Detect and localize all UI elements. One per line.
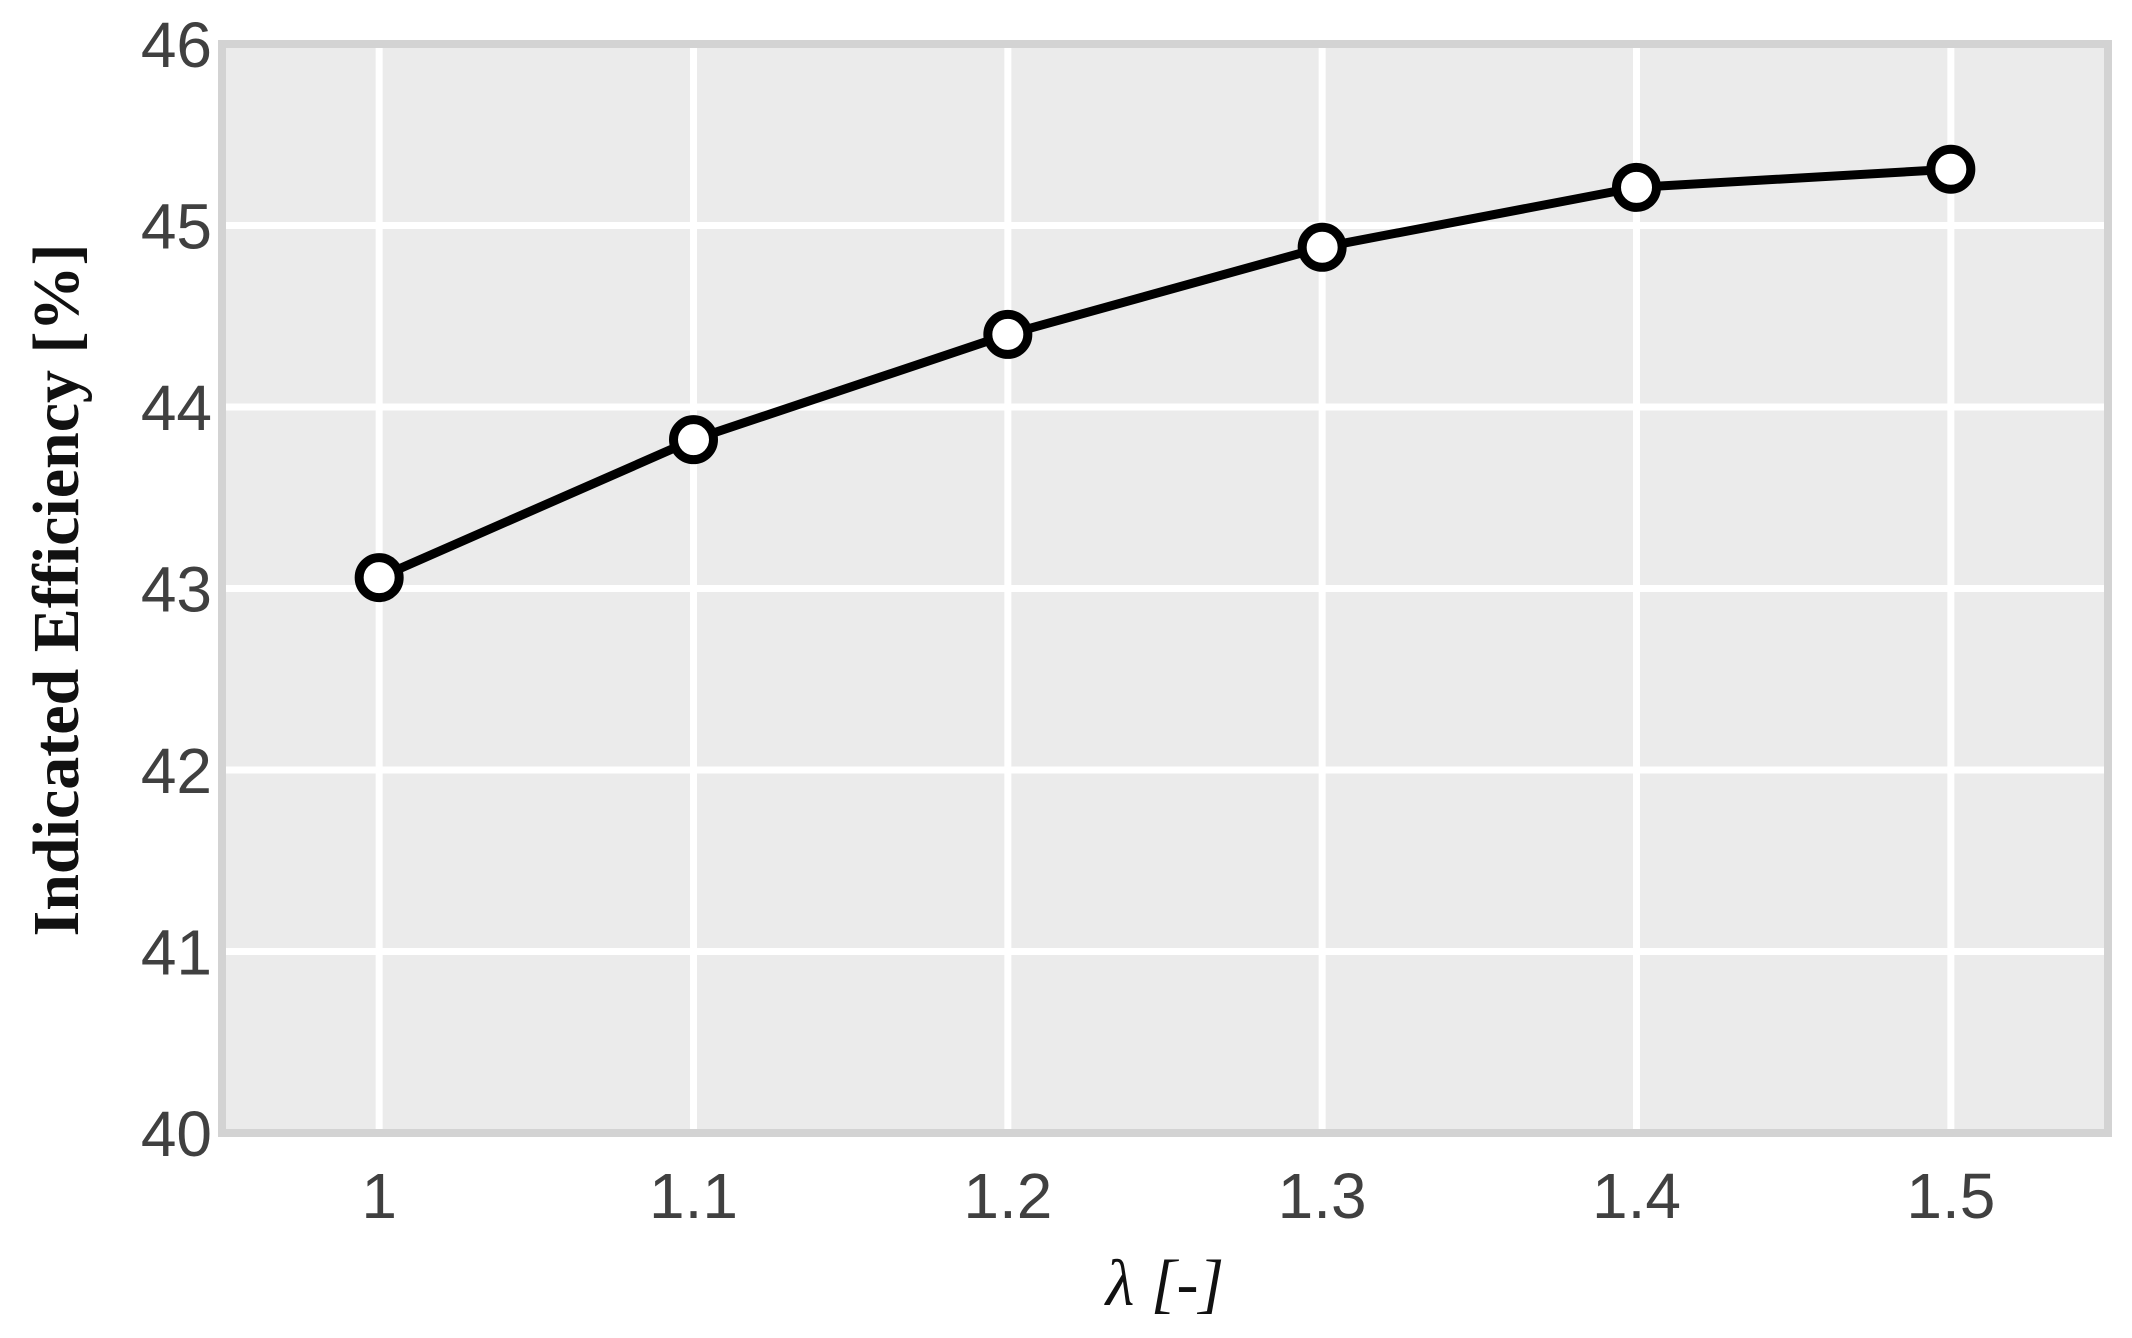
marker [983,309,1033,359]
y-tick-label: 40 [141,1098,212,1170]
x-tick-label: 1.4 [1592,1160,1681,1232]
y-tick-label: 41 [141,917,212,989]
x-tick-label: 1.2 [963,1160,1052,1232]
y-tick-label: 45 [141,191,212,263]
marker [354,553,404,603]
marker [1926,144,1976,194]
y-axis-label: Indicated Efficiency [%] [20,244,93,937]
x-tick-label: 1.5 [1906,1160,1995,1232]
y-tick-label: 44 [141,372,212,444]
y-tick-label: 43 [141,554,212,626]
x-tick-label: 1 [361,1160,397,1232]
x-axis-label: λ [-] [1104,1247,1224,1320]
marker [1612,162,1661,212]
line [377,164,1952,582]
marks [354,144,1976,603]
grid [222,40,2108,1137]
x-tick-label: 1.3 [1278,1160,1367,1232]
y-tick-label: 42 [141,735,212,807]
marker [1297,222,1347,272]
y-tick-label: 46 [141,9,212,81]
marker [669,415,718,465]
plot-frame [218,40,2112,1137]
x-tick-label: 1.1 [649,1160,738,1232]
